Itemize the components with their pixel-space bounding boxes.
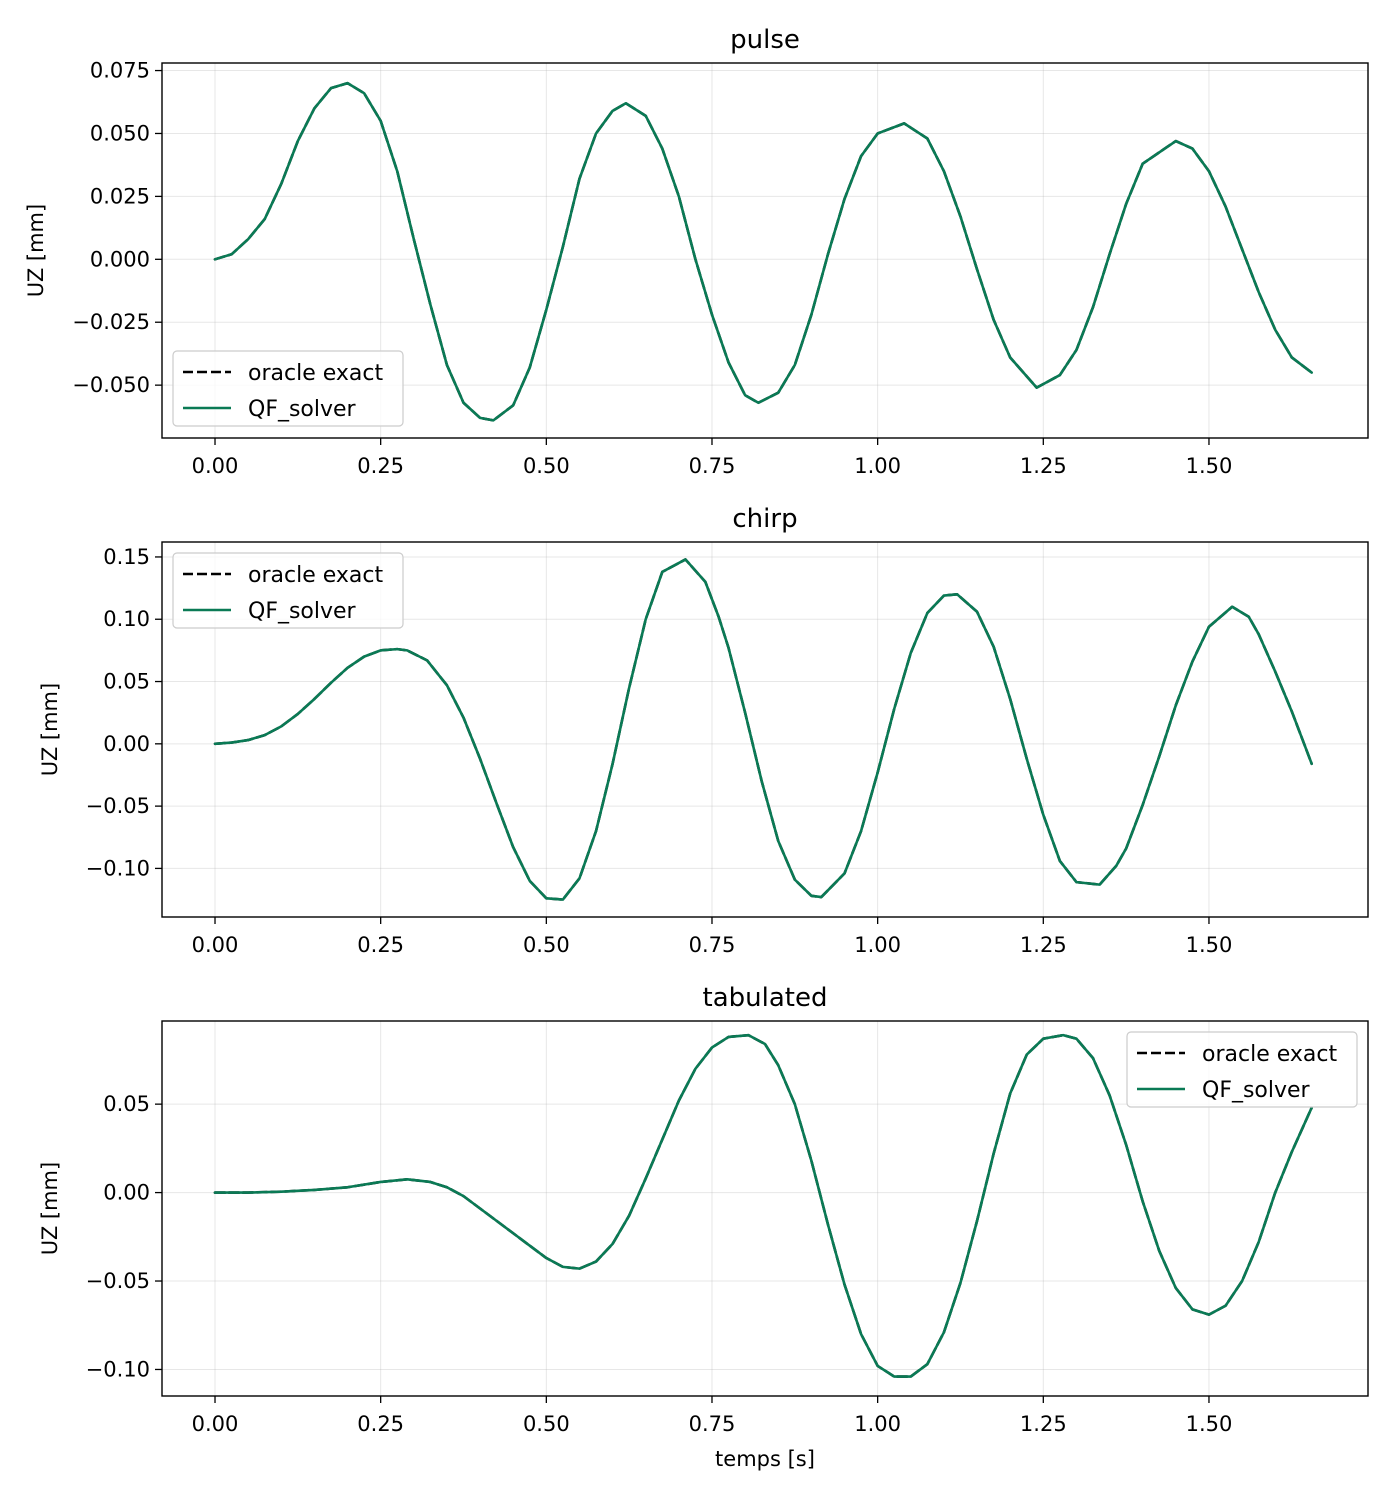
plot-area <box>213 1033 1313 1378</box>
x-tick-label: 0.75 <box>689 1412 736 1436</box>
x-tick-label: 0.75 <box>689 933 736 957</box>
legend: oracle exact QF_solver <box>172 350 404 427</box>
series-line-qf-solver <box>213 1033 1313 1378</box>
x-tick-label: 0.25 <box>357 454 404 478</box>
x-tick-label: 1.00 <box>854 454 901 478</box>
x-tick-label: 0.75 <box>689 454 736 478</box>
x-tick-label: 0.00 <box>192 1412 239 1436</box>
x-tick-label: 1.50 <box>1186 454 1233 478</box>
x-tick-label: 0.00 <box>192 454 239 478</box>
x-tick-label: 0.00 <box>192 933 239 957</box>
y-tick-label: −0.05 <box>86 1269 150 1293</box>
y-axis-label: UZ [mm] <box>24 204 48 297</box>
x-tick-label: 0.50 <box>523 1412 570 1436</box>
legend-label: QF_solver <box>248 599 357 624</box>
subplot-1: 0.00 0.25 0.50 0.75 1.00 1.25 1.50 −0.050 −0.025… <box>24 25 1369 478</box>
x-axis-label: temps [s] <box>715 1447 815 1471</box>
series-line-qf-solver <box>213 558 1313 901</box>
legend: oracle exact QF_solver <box>172 552 404 629</box>
plot-area <box>213 81 1313 422</box>
grid <box>162 63 1368 438</box>
x-tick-label: 1.25 <box>1020 933 1067 957</box>
x-tick-label: 1.25 <box>1020 454 1067 478</box>
legend-label: QF_solver <box>248 397 357 422</box>
y-tick-label: −0.025 <box>72 310 150 334</box>
y-tick-label: 0.050 <box>90 121 150 145</box>
y-axis-label: UZ [mm] <box>38 683 62 776</box>
y-tick-label: −0.050 <box>72 373 150 397</box>
axes-frame <box>161 1020 1369 1397</box>
y-tick-label: 0.00 <box>103 1181 150 1205</box>
legend-label: QF_solver <box>1202 1078 1311 1103</box>
y-axis-label: UZ [mm] <box>38 1162 62 1255</box>
legend-label: oracle exact <box>248 361 383 386</box>
legend-label: oracle exact <box>1202 1042 1337 1067</box>
y-tick-label: 0.075 <box>90 59 150 83</box>
axes-frame <box>161 541 1369 918</box>
subplot-title: chirp <box>732 504 797 534</box>
legend: oracle exact QF_solver <box>1126 1031 1358 1108</box>
subplot-title: pulse <box>730 25 800 55</box>
subplot-3: 0.00 0.25 0.50 0.75 1.00 1.25 1.50 −0.10 −0.05 0.… <box>38 983 1369 1471</box>
y-tick-label: 0.15 <box>103 545 150 569</box>
x-tick-label: 1.00 <box>854 933 901 957</box>
y-tick-label: −0.10 <box>86 1357 150 1381</box>
plot-area <box>213 558 1313 901</box>
grid <box>162 1021 1368 1396</box>
x-tick-label: 0.25 <box>357 933 404 957</box>
y-tick-label: −0.10 <box>86 856 150 880</box>
x-tick-label: 0.50 <box>523 454 570 478</box>
y-tick-label: 0.05 <box>103 1092 150 1116</box>
y-tick-label: 0.10 <box>103 607 150 631</box>
subplot-2: 0.00 0.25 0.50 0.75 1.00 1.25 1.50 −0.10 −0.05 0.… <box>38 504 1369 957</box>
y-tick-label: 0.05 <box>103 670 150 694</box>
y-tick-label: 0.025 <box>90 184 150 208</box>
x-tick-label: 1.50 <box>1186 933 1233 957</box>
y-tick-label: −0.05 <box>86 794 150 818</box>
x-tick-label: 1.00 <box>854 1412 901 1436</box>
x-tick-label: 0.25 <box>357 1412 404 1436</box>
subplot-title: tabulated <box>703 983 828 1013</box>
series-line-qf-solver <box>213 81 1313 422</box>
legend-label: oracle exact <box>248 563 383 588</box>
x-tick-label: 1.25 <box>1020 1412 1067 1436</box>
x-tick-label: 0.50 <box>523 933 570 957</box>
y-tick-label: 0.00 <box>103 732 150 756</box>
axes-frame <box>161 62 1369 439</box>
y-tick-label: 0.000 <box>90 247 150 271</box>
x-tick-label: 1.50 <box>1186 1412 1233 1436</box>
